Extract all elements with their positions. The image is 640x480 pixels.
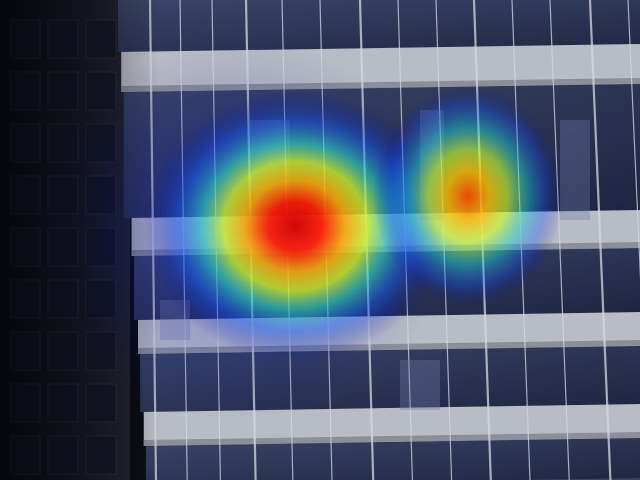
mullion — [588, 0, 612, 480]
mullion — [627, 0, 640, 281]
heatmap-hotspot-primary — [145, 91, 445, 361]
glass-reflection — [400, 360, 440, 410]
glass-reflection — [560, 120, 590, 220]
spandrel-shadow — [143, 432, 640, 446]
glass-band — [145, 438, 640, 480]
left-vignette — [0, 0, 160, 480]
heatmap-hotspot-secondary — [373, 86, 563, 306]
mullion — [549, 0, 570, 480]
